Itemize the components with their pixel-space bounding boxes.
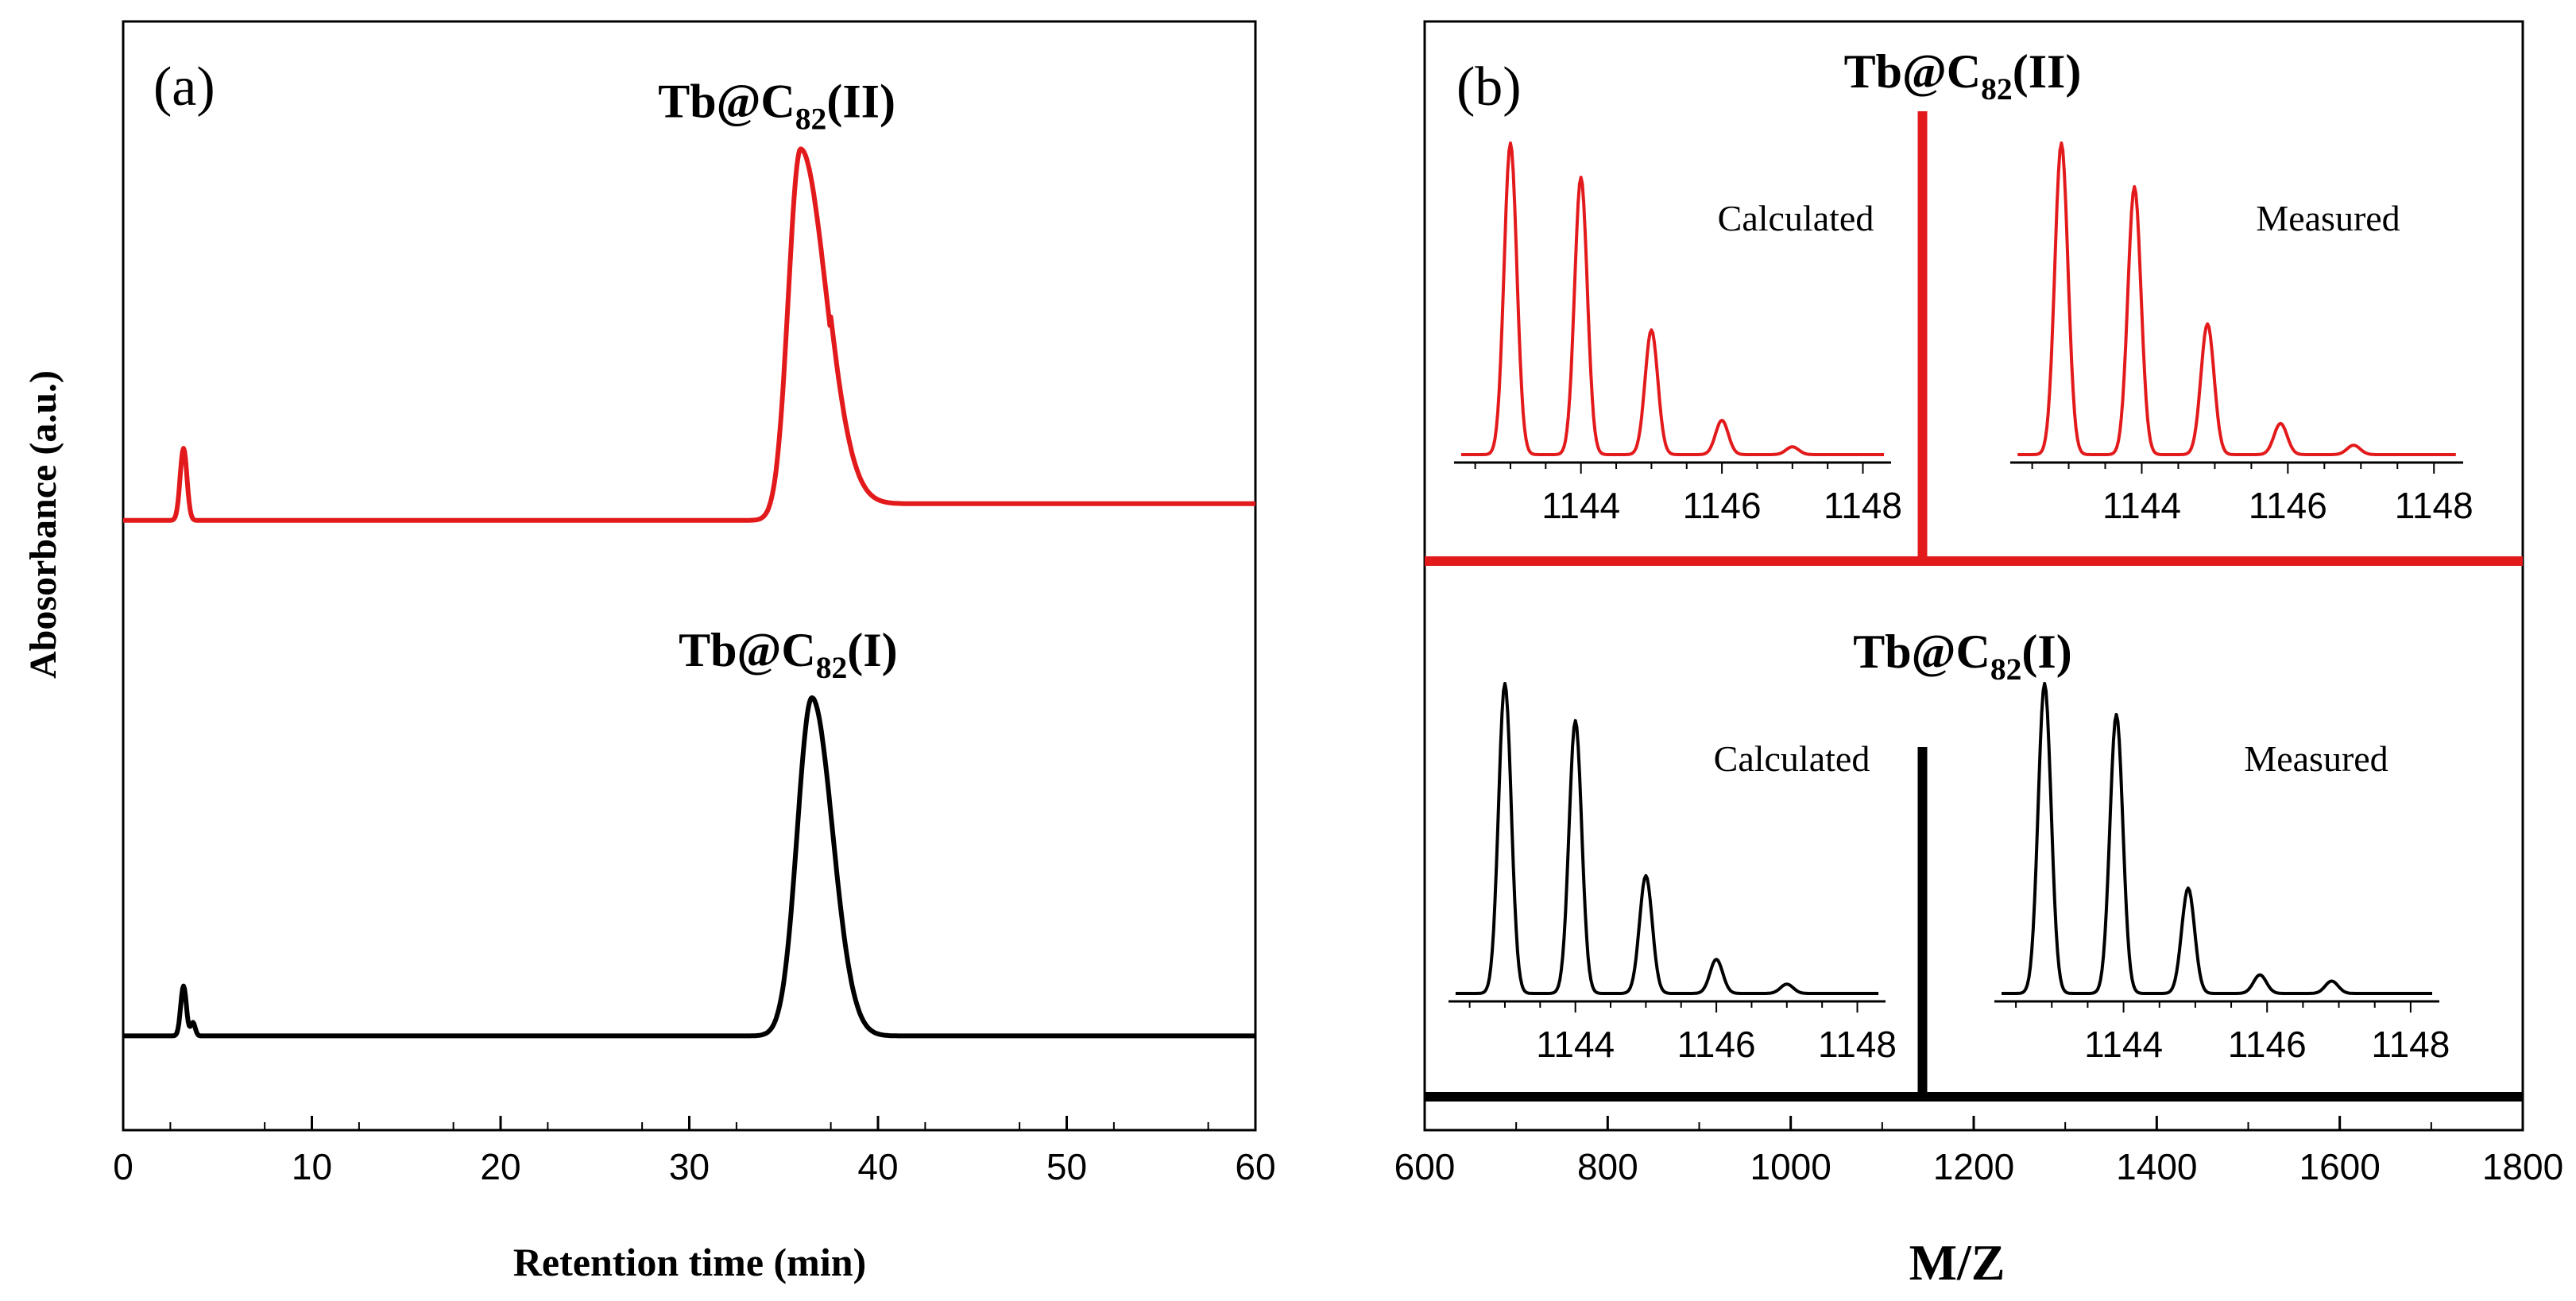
inset-isotope-trace (1460, 141, 1885, 456)
x-tick-label: 60 (1235, 1146, 1275, 1187)
x-tick-label: 600 (1394, 1146, 1456, 1187)
inset-x-tick-label: 1148 (2371, 1024, 2450, 1065)
label-tb-c82-i-text: Tb@C (679, 624, 816, 676)
x-tick-label: 1400 (2116, 1146, 2197, 1187)
inset-title: Calculated (1714, 738, 1870, 779)
label-b-tb-c82-ii-suffix: (II) (2013, 45, 2082, 98)
panel-b-insets: 1144 1146 1148 Calculated 1144 1146 1148 Measur… (1449, 141, 2474, 1065)
x-tick-label: 1200 (1933, 1146, 2014, 1187)
label-b-tb-c82-i-subscript: 82 (1990, 652, 2022, 687)
inset-title: Measured (2244, 738, 2388, 779)
label-b-tb-c82-ii-text: Tb@C (1844, 45, 1982, 98)
panel-a-chromatogram: (a) 0 10 20 30 40 50 60 Tb@C82(II)Tb@C82(I) Re… (22, 20, 1276, 1284)
x-tick-label: 50 (1046, 1146, 1087, 1187)
label-tb-c82-i: Tb@C82(I) (679, 624, 897, 685)
x-tick-label: 800 (1577, 1146, 1638, 1187)
panel-b-mass-spectra: (b) 600 800 1000 1200 1400 1600 1800 Tb@C82(II… (1394, 20, 2563, 1291)
label-b-tb-c82-i: Tb@C82(I) (1853, 625, 2071, 687)
x-tick-label: 40 (857, 1146, 898, 1187)
inset-i-measured: 1144 1146 1148 Measured (1994, 682, 2450, 1065)
inset-x-tick-label: 1146 (1683, 485, 1762, 526)
inset-title: Measured (2256, 198, 2400, 238)
panel-b-x-axis-label: M/Z (1909, 1234, 2005, 1291)
panel-b-series-labels: Tb@C82(II)Tb@C82(I) (1844, 45, 2082, 687)
inset-x-tick-label: 1146 (1677, 1024, 1756, 1065)
panel-a-x-axis-label: Retention time (min) (513, 1240, 866, 1284)
label-tb-c82-ii-suffix: (II) (826, 75, 895, 127)
inset-x-tick-label: 1144 (2102, 485, 2181, 526)
x-tick-label: 0 (113, 1146, 133, 1187)
inset-ii-measured: 1144 1146 1148 Measured (2010, 141, 2474, 526)
inset-x-tick-label: 1148 (1824, 485, 1902, 526)
label-b-tb-c82-ii-subscript: 82 (1981, 72, 2013, 106)
inset-title: Calculated (1718, 198, 1874, 238)
panel-a-label: (a) (153, 56, 215, 118)
label-b-tb-c82-i-text: Tb@C (1853, 625, 1990, 678)
panel-a-y-axis-label: Abosorbance (a.u.) (22, 370, 64, 679)
inset-isotope-trace (2017, 141, 2456, 456)
inset-isotope-trace (2001, 682, 2433, 995)
x-tick-label: 1000 (1750, 1146, 1831, 1187)
trace-tb-c82-ii (122, 146, 1257, 523)
panel-a-series-labels: Tb@C82(II)Tb@C82(I) (658, 75, 897, 685)
panel-a-series (122, 146, 1257, 1039)
label-tb-c82-i-subscript: 82 (816, 650, 848, 685)
panel-a-x-axis: 0 10 20 30 40 50 60 (113, 1116, 1276, 1187)
label-tb-c82-ii: Tb@C82(II) (658, 75, 895, 136)
inset-x-tick-label: 1148 (1818, 1024, 1897, 1065)
inset-x-tick-label: 1144 (1541, 485, 1620, 526)
label-tb-c82-i-suffix: (I) (847, 624, 897, 676)
inset-i-calculated: 1144 1146 1148 Calculated (1449, 682, 1897, 1065)
inset-x-tick-label: 1148 (2395, 485, 2474, 526)
label-tb-c82-ii-subscript: 82 (795, 101, 827, 136)
inset-ii-calculated: 1144 1146 1148 Calculated (1454, 141, 1902, 526)
label-tb-c82-ii-text: Tb@C (658, 75, 795, 127)
x-tick-label: 1600 (2299, 1146, 2380, 1187)
inset-isotope-trace (1455, 682, 1879, 995)
x-tick-label: 20 (480, 1146, 520, 1187)
x-tick-label: 30 (669, 1146, 710, 1187)
label-b-tb-c82-ii: Tb@C82(II) (1844, 45, 2082, 106)
inset-x-tick-label: 1144 (1536, 1024, 1615, 1065)
panel-a-frame (122, 20, 1257, 1132)
x-tick-label: 1800 (2482, 1146, 2563, 1187)
panel-b-spectra (1425, 111, 2523, 1102)
x-tick-label: 10 (292, 1146, 332, 1187)
panel-b-label: (b) (1456, 56, 1522, 118)
trace-tb-c82-i (122, 695, 1257, 1039)
inset-x-tick-label: 1146 (2249, 485, 2327, 526)
inset-x-tick-label: 1144 (2084, 1024, 2163, 1065)
label-b-tb-c82-i-suffix: (I) (2021, 625, 2071, 678)
panel-b-x-axis: 600 800 1000 1200 1400 1600 1800 (1394, 1116, 2563, 1187)
inset-x-tick-label: 1146 (2228, 1024, 2307, 1065)
